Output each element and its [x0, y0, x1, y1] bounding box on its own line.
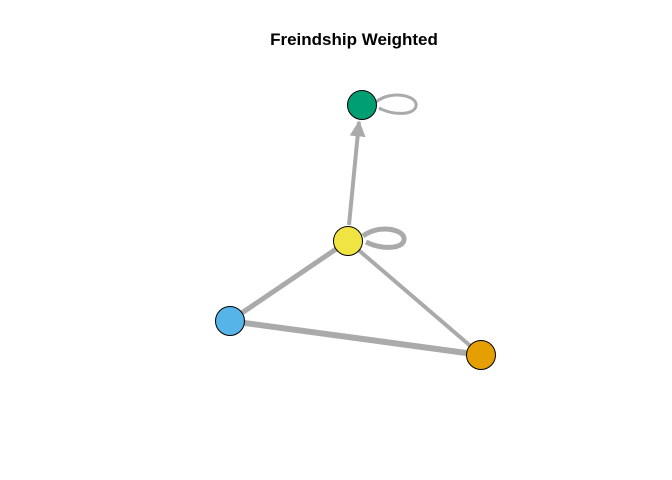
node-green — [347, 90, 377, 120]
edge-yellow-blue — [228, 238, 350, 324]
edge-blue-orange — [229, 318, 482, 358]
node-orange — [466, 340, 496, 370]
plot-title: Freindship Weighted — [270, 30, 438, 49]
edge-yellow-green — [347, 120, 366, 226]
node-yellow — [333, 226, 363, 256]
edge-yellow-orange — [346, 239, 483, 357]
self-loop-yellow — [361, 226, 407, 250]
self-loop-green — [375, 93, 418, 115]
node-blue — [215, 306, 245, 336]
